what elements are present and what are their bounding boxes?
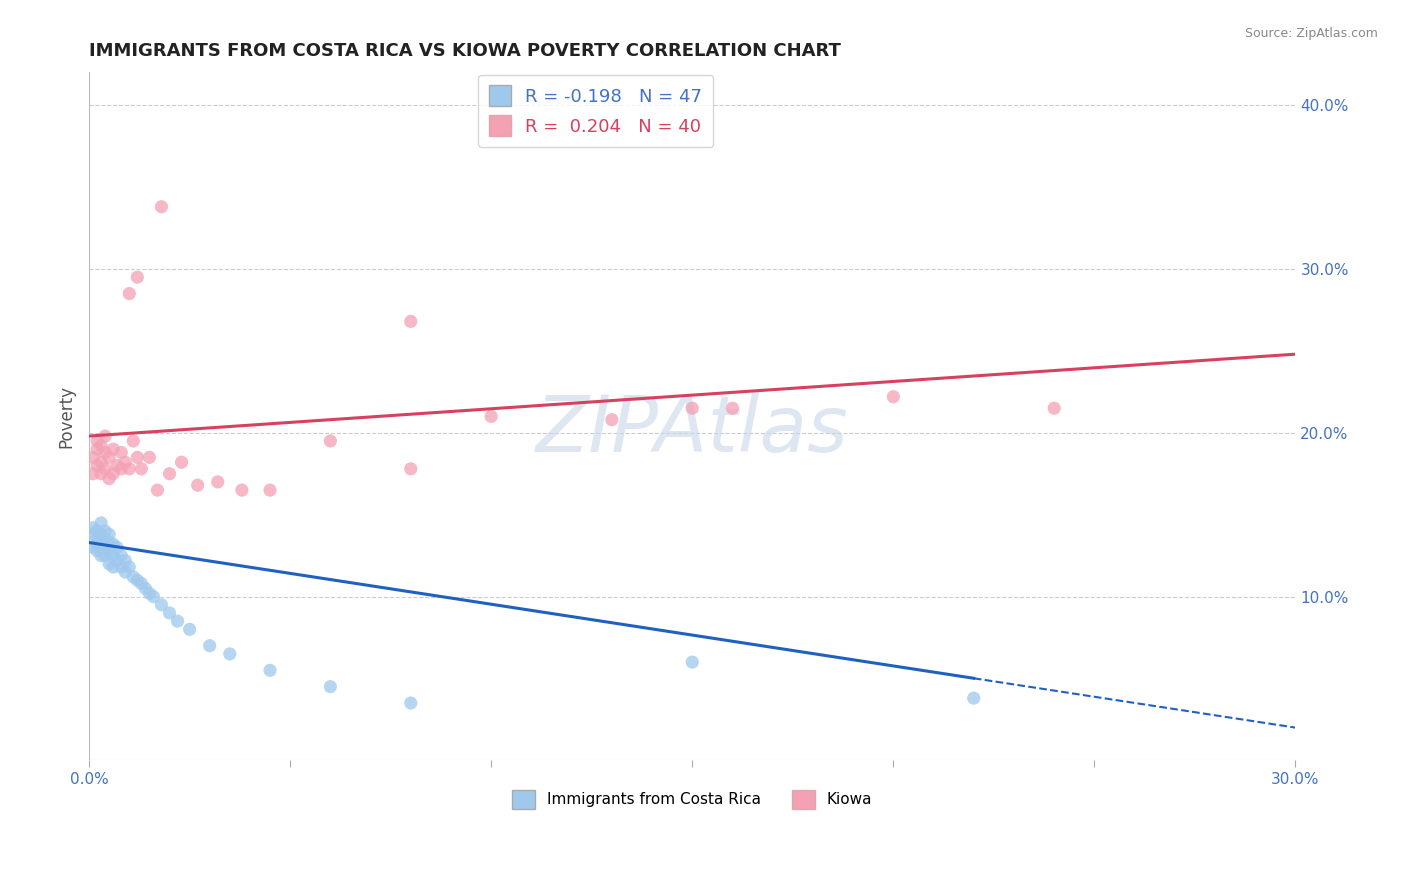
Point (90, 541, 112, 555)
Point (90, 527, 112, 541)
Point (207, 475, 229, 489)
Point (681, 655, 703, 669)
Point (86, 543, 108, 558)
Point (103, 467, 125, 481)
Point (259, 483, 281, 497)
Point (110, 549, 132, 563)
Point (138, 450, 160, 465)
Point (166, 614, 188, 628)
Point (86, 524, 108, 538)
Point (127, 573, 149, 587)
Point (110, 560, 132, 574)
Point (94, 549, 117, 563)
Point (187, 478, 209, 492)
Legend: Immigrants from Costa Rica, Kiowa: Immigrants from Costa Rica, Kiowa (506, 784, 879, 814)
Point (399, 462, 422, 476)
Point (103, 537, 125, 551)
Text: ZIPAtlas: ZIPAtlas (536, 392, 849, 468)
Point (170, 455, 193, 469)
Point (90, 516, 112, 530)
Point (114, 565, 136, 579)
Point (179, 623, 201, 637)
Point (86, 531, 108, 545)
Point (122, 434, 145, 448)
Point (105, 458, 128, 473)
Point (98, 472, 121, 486)
Point (146, 483, 169, 497)
Point (94, 429, 117, 443)
Point (86, 537, 108, 551)
Point (82, 450, 104, 465)
Point (90, 439, 112, 453)
Point (198, 639, 221, 653)
Point (94, 541, 117, 555)
Point (1043, 401, 1066, 416)
Point (159, 606, 181, 620)
Point (98, 450, 121, 465)
Point (98, 527, 121, 541)
Point (142, 590, 165, 604)
Point (98, 557, 121, 571)
Point (134, 582, 156, 596)
Point (122, 570, 145, 584)
Point (150, 598, 173, 612)
Point (159, 467, 181, 481)
Point (98, 543, 121, 558)
Point (259, 663, 281, 677)
Point (103, 442, 125, 457)
Point (479, 409, 502, 424)
Point (82, 521, 104, 535)
Point (82, 467, 104, 481)
Point (127, 270, 149, 285)
Point (86, 442, 108, 457)
Point (114, 553, 136, 567)
Point (94, 462, 117, 476)
Point (103, 560, 125, 574)
Point (399, 314, 422, 328)
Text: Source: ZipAtlas.com: Source: ZipAtlas.com (1244, 27, 1378, 40)
Point (94, 524, 117, 538)
Point (90, 549, 112, 563)
Point (681, 401, 703, 416)
Text: IMMIGRANTS FROM COSTA RICA VS KIOWA POVERTY CORRELATION CHART: IMMIGRANTS FROM COSTA RICA VS KIOWA POVE… (89, 42, 841, 60)
Point (127, 450, 149, 465)
Point (105, 553, 128, 567)
Point (82, 527, 104, 541)
Point (118, 560, 141, 574)
Point (600, 412, 623, 426)
Point (131, 576, 153, 591)
Point (98, 535, 121, 549)
Point (131, 462, 153, 476)
Point (721, 401, 744, 416)
Point (118, 462, 141, 476)
Point (90, 533, 112, 547)
Point (86, 458, 108, 473)
Point (90, 455, 112, 469)
Point (319, 680, 342, 694)
Point (882, 390, 904, 404)
Point (114, 455, 136, 469)
Point (110, 445, 132, 459)
Point (231, 483, 253, 497)
Point (138, 586, 160, 600)
Point (118, 286, 141, 301)
Point (82, 541, 104, 555)
Y-axis label: Poverty: Poverty (58, 385, 75, 448)
Point (94, 533, 117, 547)
Point (86, 434, 108, 448)
Point (110, 462, 132, 476)
Point (963, 691, 986, 706)
Point (218, 647, 240, 661)
Point (90, 467, 112, 481)
Point (319, 434, 342, 448)
Point (94, 445, 117, 459)
Point (103, 549, 125, 563)
Point (105, 541, 128, 555)
Point (150, 200, 173, 214)
Point (399, 696, 422, 710)
